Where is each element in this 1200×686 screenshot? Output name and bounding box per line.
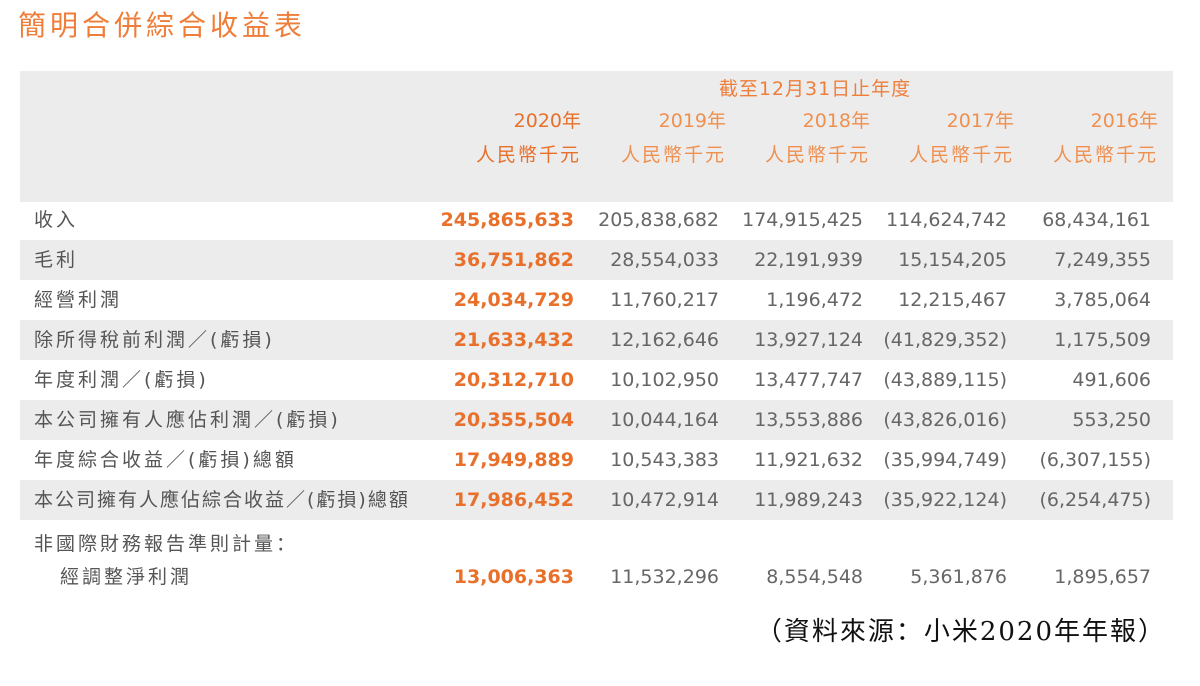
cell-2017: 15,154,205 [898, 249, 1007, 271]
cell-2019: 11,760,217 [610, 289, 719, 311]
row-label: 毛利 [34, 249, 79, 271]
non-ifrs-heading: 非國際財務報告準則計量： [34, 533, 299, 555]
year-header-2016: 2016年 [1090, 110, 1158, 132]
table-row-total-comprehensive-income: 年度綜合收益／(虧損)總額 17,949,889 10,543,383 11,9… [20, 440, 1173, 480]
cell-2017: 5,361,876 [910, 566, 1007, 588]
cell-2019: 28,554,033 [610, 249, 719, 271]
table-row-adjusted-net-profit: 經調整淨利潤 13,006,363 11,532,296 8,554,548 5… [20, 557, 1173, 597]
cell-2017: (35,922,124) [883, 489, 1007, 511]
cell-2017: (41,829,352) [883, 329, 1007, 351]
row-label: 收入 [34, 209, 79, 231]
cell-2020: 13,006,363 [453, 566, 574, 588]
cell-2018: 8,554,548 [766, 566, 863, 588]
cell-2016: 1,175,509 [1054, 329, 1151, 351]
cell-2018: 22,191,939 [754, 249, 863, 271]
cell-2020: 21,633,432 [453, 329, 574, 351]
table-row-comprehensive-income-attributable: 本公司擁有人應佔綜合收益／(虧損)總額 17,986,452 10,472,91… [20, 480, 1173, 520]
cell-2016: 553,250 [1072, 409, 1151, 431]
source-note: （資料來源：小米2020年年報） [755, 617, 1166, 647]
year-header-2018: 2018年 [802, 110, 870, 132]
cell-2017: 114,624,742 [886, 209, 1007, 231]
row-label: 經營利潤 [34, 289, 123, 311]
year-header-2020: 2020年 [513, 110, 581, 132]
row-label: 年度綜合收益／(虧損)總額 [34, 449, 297, 471]
year-header-2019: 2019年 [658, 110, 726, 132]
row-label: 除所得稅前利潤／(虧損) [34, 329, 275, 351]
cell-2019: 10,472,914 [610, 489, 719, 511]
cell-2019: 10,102,950 [610, 369, 719, 391]
cell-2016: 7,249,355 [1054, 249, 1151, 271]
page-title: 簡明合併綜合收益表 [18, 9, 307, 42]
period-header: 截至12月31日止年度 [718, 78, 912, 100]
table-row-profit-for-year: 年度利潤／(虧損) 20,312,710 10,102,950 13,477,7… [20, 360, 1173, 400]
non-ifrs-heading-row: 非國際財務報告準則計量： [20, 524, 1173, 564]
cell-2018: 13,477,747 [754, 369, 863, 391]
table-header-panel [20, 71, 1173, 202]
unit-header-2017: 人民幣千元 [908, 144, 1014, 166]
cell-2019: 12,162,646 [610, 329, 719, 351]
cell-2016: 3,785,064 [1054, 289, 1151, 311]
cell-2020: 20,355,504 [453, 409, 574, 431]
cell-2020: 20,312,710 [453, 369, 574, 391]
cell-2020: 17,986,452 [453, 489, 574, 511]
cell-2020: 245,865,633 [440, 209, 574, 231]
cell-2019: 10,044,164 [610, 409, 719, 431]
cell-2018: 11,921,632 [754, 449, 863, 471]
cell-2018: 174,915,425 [742, 209, 863, 231]
row-label: 本公司擁有人應佔綜合收益／(虧損)總額 [34, 489, 410, 511]
cell-2019: 205,838,682 [598, 209, 719, 231]
cell-2017: (43,826,016) [883, 409, 1007, 431]
cell-2016: 68,434,161 [1042, 209, 1151, 231]
cell-2016: 1,895,657 [1054, 566, 1151, 588]
cell-2018: 13,927,124 [754, 329, 863, 351]
table-row-gross-profit: 毛利 36,751,862 28,554,033 22,191,939 15,1… [20, 240, 1173, 280]
cell-2020: 24,034,729 [453, 289, 574, 311]
cell-2019: 11,532,296 [610, 566, 719, 588]
cell-2017: 12,215,467 [898, 289, 1007, 311]
row-label: 經調整淨利潤 [60, 566, 193, 588]
unit-header-2016: 人民幣千元 [1052, 144, 1158, 166]
unit-header-2019: 人民幣千元 [620, 144, 726, 166]
table-row-profit-attributable: 本公司擁有人應佔利潤／(虧損) 20,355,504 10,044,164 13… [20, 400, 1173, 440]
cell-2020: 17,949,889 [453, 449, 574, 471]
cell-2016: (6,254,475) [1039, 489, 1151, 511]
cell-2020: 36,751,862 [453, 249, 574, 271]
unit-header-2020: 人民幣千元 [475, 144, 581, 166]
cell-2018: 11,989,243 [754, 489, 863, 511]
unit-header-2018: 人民幣千元 [764, 144, 870, 166]
cell-2017: (35,994,749) [883, 449, 1007, 471]
cell-2016: 491,606 [1072, 369, 1151, 391]
cell-2018: 1,196,472 [766, 289, 863, 311]
row-label: 年度利潤／(虧損) [34, 369, 209, 391]
table-row-operating-profit: 經營利潤 24,034,729 11,760,217 1,196,472 12,… [20, 280, 1173, 320]
cell-2016: (6,307,155) [1039, 449, 1151, 471]
cell-2019: 10,543,383 [610, 449, 719, 471]
table-row-revenue: 收入 245,865,633 205,838,682 174,915,425 1… [20, 200, 1173, 240]
cell-2017: (43,889,115) [883, 369, 1007, 391]
table-row-profit-before-tax: 除所得稅前利潤／(虧損) 21,633,432 12,162,646 13,92… [20, 320, 1173, 360]
row-label: 本公司擁有人應佔利潤／(虧損) [34, 409, 341, 431]
cell-2018: 13,553,886 [754, 409, 863, 431]
year-header-2017: 2017年 [946, 110, 1014, 132]
